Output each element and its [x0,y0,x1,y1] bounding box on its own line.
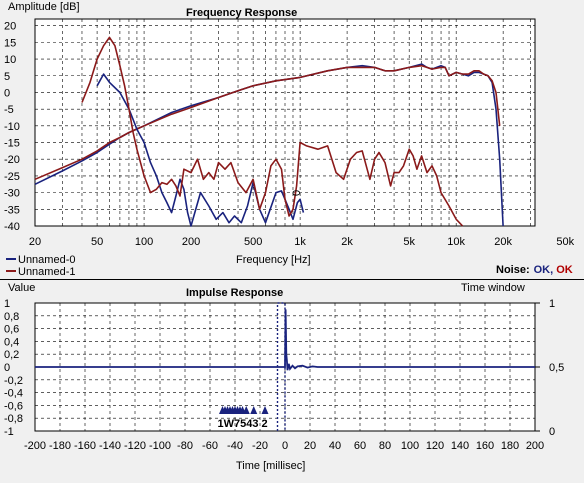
ir-ytick-label: -0,6 [4,400,23,412]
ir-xtick-label: 180 [501,440,519,452]
ir-ytick-label: 0,2 [4,349,19,361]
ir-ytick-label: 0,6 [4,324,19,336]
ir-xlabel: Time [millisec] [236,460,305,472]
legend-label-0: Unnamed-0 [18,254,75,266]
noise-ok-1: OK [556,264,573,276]
fr-xtick-label: 200 [182,236,200,248]
ir-ylabel: Value [8,282,35,294]
ir-y2tick-label: 0 [549,426,555,438]
ir-xtick-label: -160 [74,440,96,452]
ir-xtick-label: -20 [252,440,268,452]
noise-prefix: Noise: [496,264,530,276]
fr-ytick-label: 5 [4,71,10,83]
ir-xtick-label: -80 [177,440,193,452]
fr-xlabel: Frequency [Hz] [236,254,311,266]
fr-ytick-label: 20 [4,21,16,33]
fr-ytick-label: -10 [4,121,20,133]
ir-xtick-label: 40 [329,440,341,452]
ir-series-group: 1W7543 2 [35,302,535,431]
ir-xtick-label: 140 [451,440,469,452]
ir-series-line-0 [35,309,535,371]
fr-xtick-label: 20k [494,236,512,248]
ir-xtick-label: -120 [124,440,146,452]
ir-xtick-label: 20 [304,440,316,452]
fr-ytick-label: -15 [4,138,20,150]
ir-ytick-label: 0,8 [4,311,19,323]
ir-xtick-label: -180 [49,440,71,452]
fr-xtick-label: 1k [294,236,306,248]
ir-xtick-label: 200 [526,440,544,452]
fr-xtick-label: 50 [91,236,103,248]
fr-title: Frequency Response [186,7,297,19]
fr-ytick-label: 0 [4,87,10,99]
ir-xtick-label: -200 [24,440,46,452]
fr-xtick-label: 5k [403,236,415,248]
ir-xtick-label: 0 [282,440,288,452]
ir-xtick-label: -140 [99,440,121,452]
fr-ytick-label: -20 [4,154,20,166]
fr-series-line-3 [81,36,464,227]
ir-ytick-label: -1 [4,426,14,438]
ir-xtick-label: -40 [227,440,243,452]
ir-tick-labels: -200 -180 -160 -140 -120 -100 -80 -60 -40 -20 0 20 4… [4,298,564,452]
noise-ok-0: OK [534,264,551,276]
fr-grid [34,18,536,227]
ir-ytick-label: 0,4 [4,336,19,348]
fr-xtick-label: 500 [244,236,262,248]
ir-ytick-label: -0,2 [4,375,23,387]
fr-marker-label: 0 [291,190,303,196]
ir-title: Impulse Response [186,287,283,299]
legend: Unnamed-0 Unnamed-1 [6,254,75,278]
ir-xtick-label: 100 [401,440,419,452]
fr-ytick-label: -30 [4,188,20,200]
ir-y2label: Time window [461,282,525,294]
ir-peak-marker [242,406,250,414]
fr-series-line-1 [34,64,501,181]
fr-ylabel: Amplitude [dB] [8,1,80,13]
ir-ytick-label: 0 [4,362,10,374]
fr-xtick-label: 50k [556,236,574,248]
fr-ytick-label: -40 [4,221,20,233]
ir-xtick-label: 80 [379,440,391,452]
ir-xtick-label: 60 [354,440,366,452]
fr-ytick-label: -25 [4,171,20,183]
noise-sep: , [550,264,553,276]
fr-ytick-label: 10 [4,54,16,66]
ir-xtick-label: -60 [202,440,218,452]
ir-peak-marker [250,406,258,414]
legend-label-1: Unnamed-1 [18,266,75,278]
fr-xtick-label: 2k [341,236,353,248]
fr-series-line-2 [96,73,305,227]
ir-y2tick-label: 1 [549,298,555,310]
ir-xtick-label: 160 [476,440,494,452]
ir-xtick-label: 120 [426,440,444,452]
ir-ytick-label: -0,8 [4,413,23,425]
noise-label: Noise: OK, OK [496,264,573,276]
fr-xtick-label: 20 [29,236,41,248]
ir-peak-marker [261,406,269,414]
fr-ytick-label: -35 [4,204,20,216]
fr-ytick-label: -5 [4,104,14,116]
ir-ytick-label: -0,4 [4,388,23,400]
fr-xtick-label: 10k [447,236,465,248]
ir-xtick-label: -100 [149,440,171,452]
ir-y2tick-label: 0,5 [549,362,564,374]
ir-ytick-label: 1 [4,298,10,310]
fr-series-group: 0 [34,36,504,227]
fr-xtick-label: 100 [135,236,153,248]
fr-ytick-label: 15 [4,37,16,49]
ir-peak-label: 1W7543 2 [218,418,268,430]
